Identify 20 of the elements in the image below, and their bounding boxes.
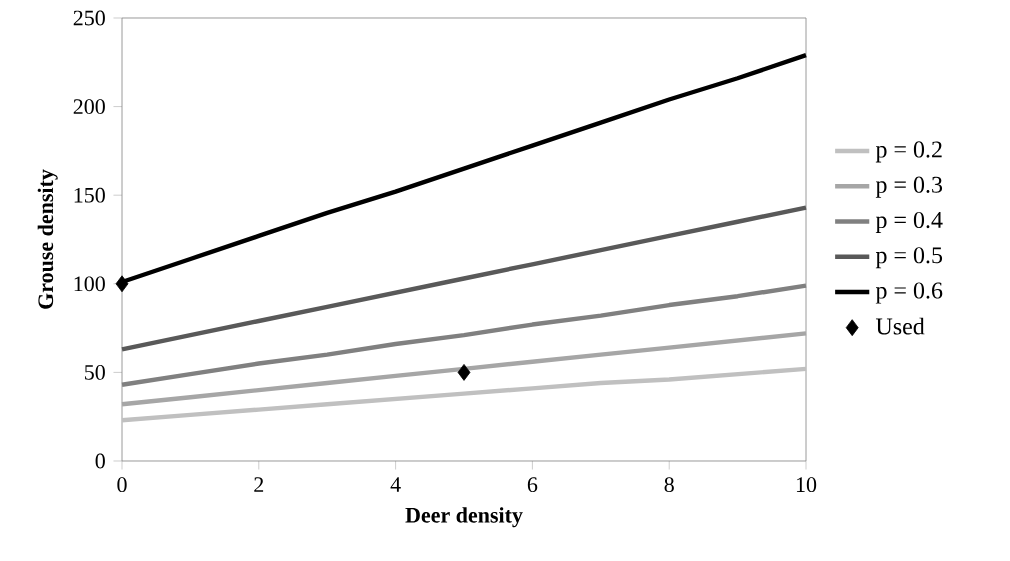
y-tick-label: 0	[95, 453, 105, 469]
x-tick-label: 0	[117, 477, 127, 493]
x-tick-label: 8	[664, 477, 674, 493]
y-tick-label: 200	[73, 99, 105, 115]
x-tick-label: 2	[254, 477, 264, 492]
y-tick-label: 250	[73, 10, 105, 26]
legend-label: p = 0.2	[875, 141, 942, 163]
x-tick-label: 10	[796, 477, 817, 493]
legend-label: p = 0.4	[875, 211, 943, 233]
y-tick-label: 150	[74, 187, 105, 203]
x-tick-label: 4	[390, 477, 401, 492]
y-tick-label: 100	[74, 276, 105, 292]
y-axis-title: Grouse density	[37, 169, 58, 309]
legend-label: p = 0.6	[875, 282, 943, 304]
x-tick-label: 6	[527, 477, 538, 493]
legend-label: p = 0.3	[875, 176, 943, 198]
y-tick-label: 50	[85, 364, 105, 380]
x-axis-title: Deer density	[405, 507, 523, 528]
legend-label: Used	[875, 317, 925, 335]
legend-label: p = 0.5	[875, 247, 943, 269]
